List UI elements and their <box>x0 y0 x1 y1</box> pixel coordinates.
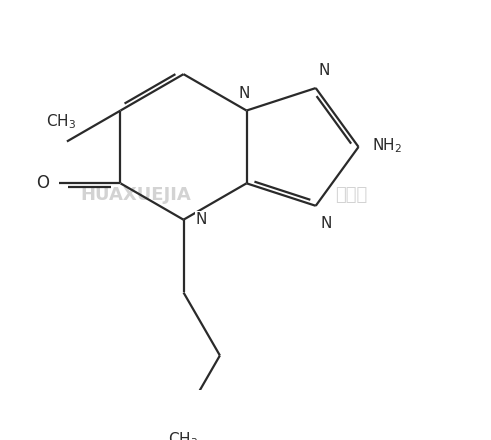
Text: HUAXUEJIA: HUAXUEJIA <box>80 187 191 205</box>
Text: N: N <box>319 63 330 78</box>
Text: N: N <box>320 216 331 231</box>
Text: N: N <box>238 86 249 101</box>
Text: O: O <box>36 174 49 192</box>
Text: NH$_2$: NH$_2$ <box>372 136 402 155</box>
Text: CH$_3$: CH$_3$ <box>47 112 77 131</box>
Text: CH$_3$: CH$_3$ <box>168 430 198 440</box>
Text: N: N <box>195 212 207 227</box>
Text: 化学加: 化学加 <box>335 187 367 205</box>
